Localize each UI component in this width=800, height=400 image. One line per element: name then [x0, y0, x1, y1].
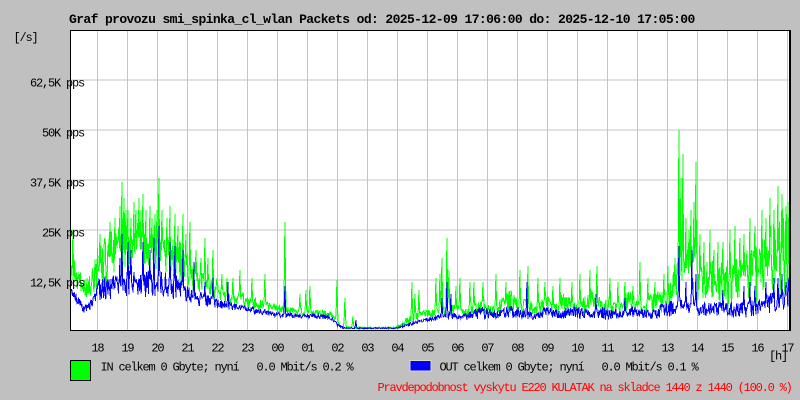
svg-text:12: 12 [631, 342, 644, 356]
svg-text:04: 04 [391, 342, 404, 356]
svg-text:05: 05 [421, 342, 434, 356]
svg-text:Pravdepodobnost vyskytu E220 K: Pravdepodobnost vyskytu E220 KULATAK na … [378, 381, 792, 395]
svg-text:09: 09 [541, 342, 554, 356]
svg-text:16: 16 [751, 342, 764, 356]
svg-text:10: 10 [571, 342, 584, 356]
svg-text:14: 14 [691, 342, 704, 356]
svg-text:13: 13 [661, 342, 674, 356]
svg-text:18: 18 [91, 342, 104, 356]
svg-text:50K pps: 50K pps [42, 127, 85, 141]
svg-text:15: 15 [721, 342, 734, 356]
svg-text:02: 02 [331, 342, 344, 356]
svg-text:00: 00 [271, 342, 284, 356]
svg-text:20: 20 [151, 342, 164, 356]
svg-text:62,5K pps: 62,5K pps [30, 77, 85, 91]
svg-text:Graf provozu smi_spinka_cl_wla: Graf provozu smi_spinka_cl_wlan Packets … [69, 12, 695, 27]
svg-text:19: 19 [121, 342, 134, 356]
svg-text:37,5K pps: 37,5K pps [30, 177, 85, 191]
svg-text:25K pps: 25K pps [42, 227, 85, 241]
svg-text:23: 23 [241, 342, 254, 356]
svg-text:01: 01 [301, 342, 314, 356]
svg-text:03: 03 [361, 342, 374, 356]
svg-text:[/s]: [/s] [14, 31, 38, 45]
svg-text:07: 07 [481, 342, 494, 356]
svg-text:21: 21 [181, 342, 194, 356]
svg-text:08: 08 [511, 342, 524, 356]
svg-text:17: 17 [781, 342, 794, 356]
svg-text:IN celkem 0 Gbyte; nyní 0.0: IN celkem 0 Gbyte; nyní 0.0 Mbit/s 0.2 % [101, 361, 355, 375]
svg-text:06: 06 [451, 342, 464, 356]
svg-text:12,5K pps: 12,5K pps [30, 277, 85, 291]
svg-text:[h]: [h] [769, 350, 787, 364]
svg-text:OUT celkem 0 Gbyte; nyní 0.0: OUT celkem 0 Gbyte; nyní 0.0 Mbit/s 0.1 … [440, 361, 700, 375]
svg-text:11: 11 [601, 342, 614, 356]
svg-text:22: 22 [211, 342, 224, 356]
